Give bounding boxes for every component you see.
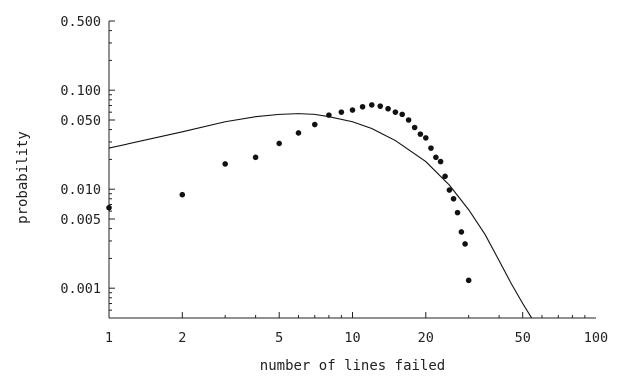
x-tick-label: 20: [418, 330, 434, 346]
data-point: [276, 140, 282, 147]
x-tick-label: 5: [275, 330, 283, 346]
data-point: [405, 117, 412, 123]
data-point: [222, 161, 228, 167]
fit-curve: [109, 113, 533, 318]
y-tick-label: 0.500: [60, 14, 101, 30]
data-point: [446, 187, 453, 193]
data-point: [252, 154, 259, 161]
data-point: [377, 103, 384, 109]
data-point: [368, 102, 375, 108]
y-tick-label: 0.001: [60, 281, 101, 297]
data-point: [442, 173, 448, 180]
y-tick-label: 0.050: [60, 113, 101, 129]
data-point: [465, 277, 472, 284]
data-point: [450, 195, 457, 202]
data-point: [458, 229, 465, 235]
data-point: [106, 204, 112, 211]
data-point: [462, 241, 468, 247]
data-point: [433, 154, 439, 161]
x-tick-label: 100: [584, 330, 608, 346]
data-point: [385, 105, 391, 112]
data-point: [454, 209, 461, 216]
data-point: [338, 109, 345, 115]
data-point: [392, 109, 399, 115]
y-axis-label: probability: [15, 131, 31, 224]
x-tick-label: 1: [105, 330, 113, 346]
y-tick-label: 0.100: [60, 83, 101, 99]
axes: 1 2 5 10 20 50 100 0.001 0.005 0.010 0.050 0.100 0.5…: [60, 14, 608, 346]
data-point: [359, 103, 366, 110]
data-point: [311, 121, 318, 128]
x-axis-label: number of lines failed: [260, 358, 445, 374]
data-point: [423, 135, 429, 141]
data-point: [399, 111, 406, 118]
plot-area: [106, 102, 533, 318]
data-point: [411, 124, 418, 131]
data-point: [437, 158, 444, 165]
data-point: [179, 191, 186, 198]
data-point: [428, 145, 434, 151]
y-tick-label: 0.010: [60, 182, 101, 198]
y-tick-label: 0.005: [60, 212, 101, 228]
x-tick-label: 2: [178, 330, 186, 346]
data-point: [295, 130, 302, 136]
x-tick-label: 10: [344, 330, 360, 346]
x-tick-label: 50: [515, 330, 531, 346]
data-point: [417, 131, 424, 137]
data-point: [349, 107, 356, 113]
